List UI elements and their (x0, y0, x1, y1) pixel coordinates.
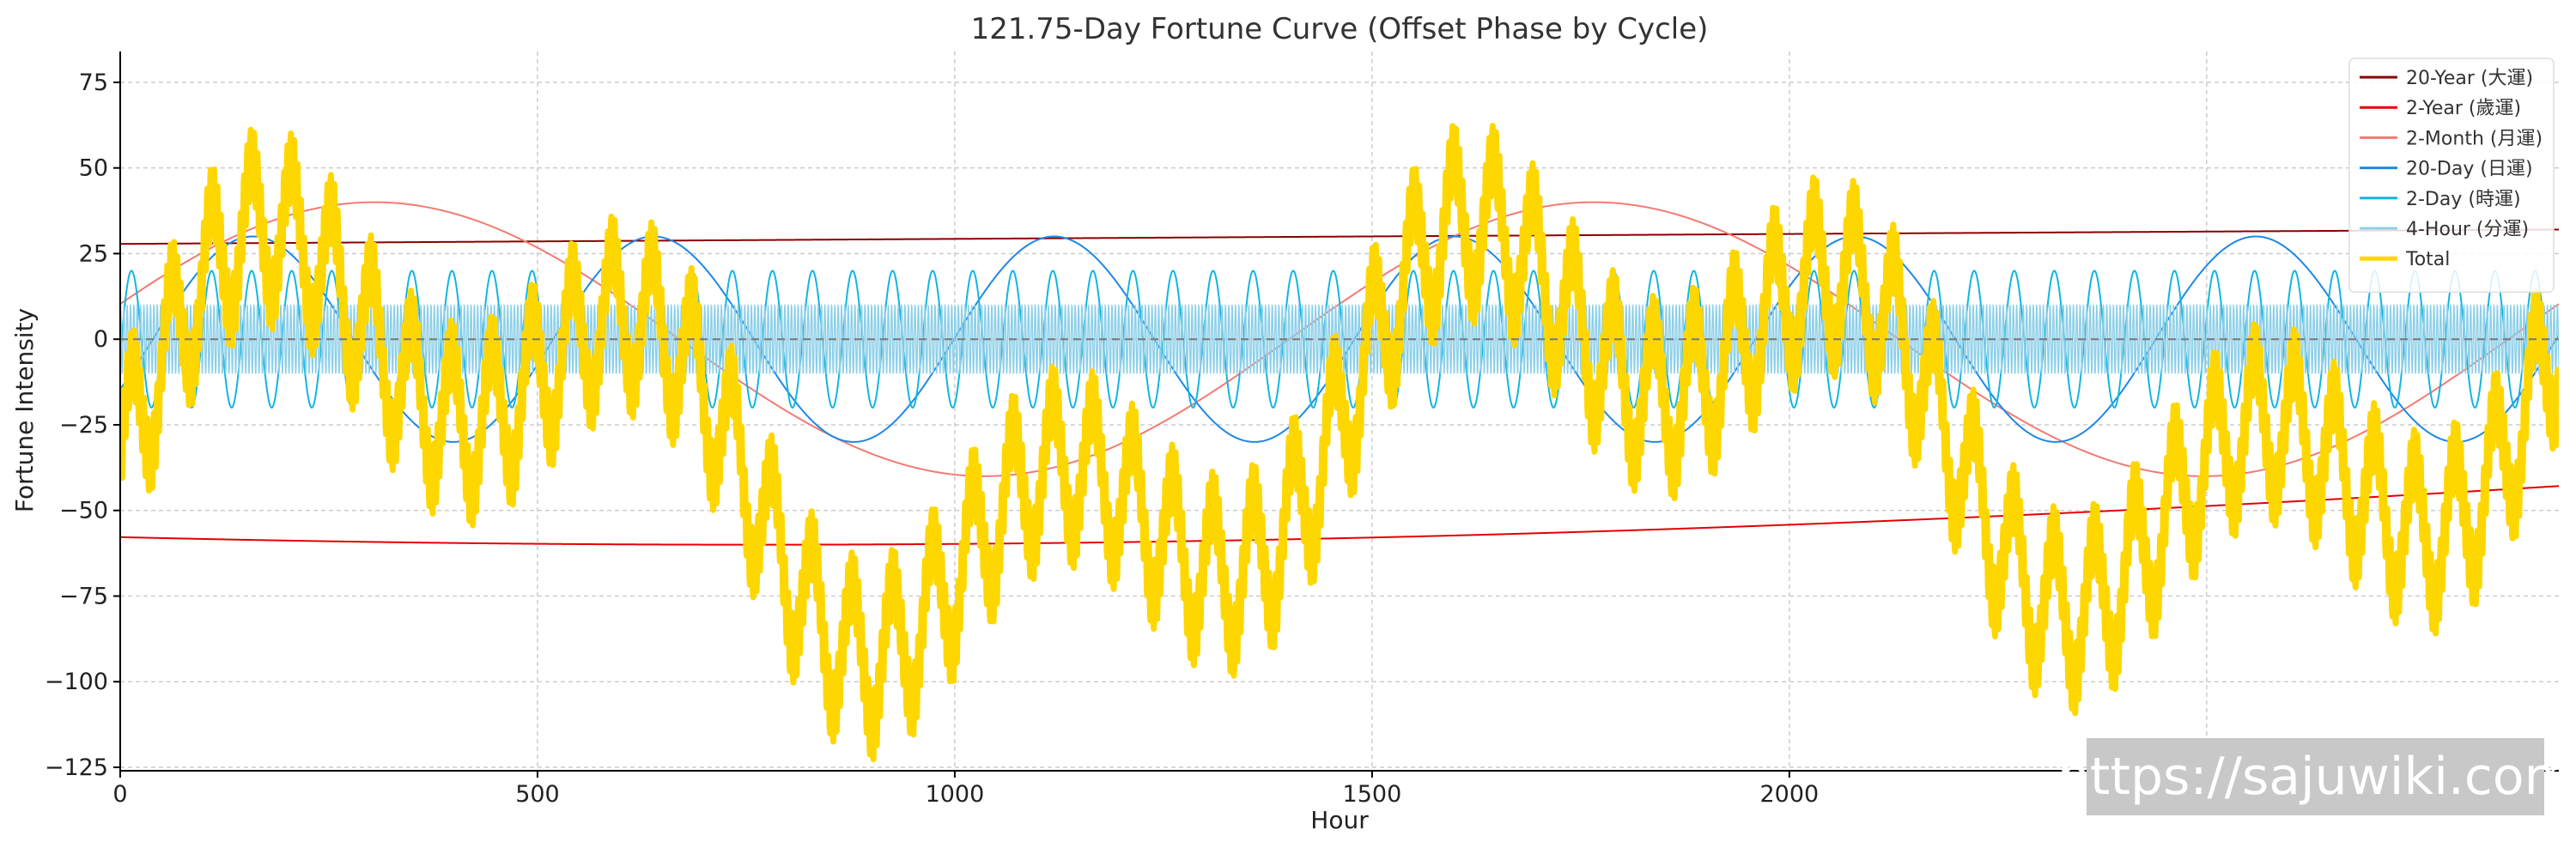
legend-label: 4-Hour (分運) (2406, 219, 2529, 240)
y-tick-label: −75 (59, 583, 108, 609)
y-tick-label: −125 (45, 754, 108, 781)
y-tick-label: −50 (59, 498, 108, 524)
y-tick-label: 75 (79, 70, 108, 96)
legend-label: 2-Year (歲運) (2406, 98, 2521, 119)
legend-label: 2-Day (時運) (2406, 189, 2521, 210)
legend-box (2348, 58, 2555, 294)
y-axis-label: Fortune Intensity (10, 308, 39, 512)
legend-label: 2-Month (月運) (2406, 128, 2543, 149)
y-tick-label: −25 (59, 412, 108, 439)
legend: 20-Year (大運) 2-Year (歲運) 2-Month (月運) 20-Da… (2348, 58, 2555, 294)
watermark-background (2087, 738, 2544, 815)
total-series-line (120, 123, 2559, 763)
series-line-4 (120, 270, 2559, 409)
x-axis-label: Hour (1310, 806, 1369, 834)
y-tick-label: 50 (79, 155, 108, 182)
x-tick-label: 1500 (1343, 781, 1402, 808)
legend-label: 20-Day (日運) (2406, 159, 2533, 180)
x-tick-label: 1000 (926, 781, 985, 808)
watermark-text: https://sajuwiki.com (2057, 747, 2574, 807)
chart-title: 121.75-Day Fortune Curve (Offset Phase b… (971, 12, 1709, 46)
y-tick-label: 0 (94, 326, 108, 353)
x-tick-label: 500 (515, 781, 560, 808)
watermark: https://sajuwiki.com (2057, 738, 2574, 815)
x-tick-label: 0 (112, 781, 127, 808)
plot-area (120, 123, 2559, 763)
y-tick-label: 25 (79, 240, 108, 267)
y-tick-label: −100 (45, 669, 108, 695)
legend-label: 20-Year (大運) (2406, 68, 2533, 89)
series-lines (120, 123, 2559, 763)
x-tick-label: 2000 (1760, 781, 1820, 808)
legend-label: Total (2405, 249, 2450, 270)
series-line-1 (120, 485, 2559, 546)
